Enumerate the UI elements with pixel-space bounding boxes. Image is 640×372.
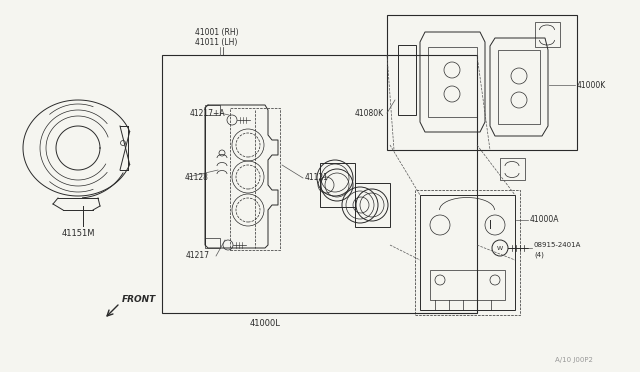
Bar — [420, 195, 515, 310]
Bar — [430, 270, 505, 300]
Text: 41000L: 41000L — [250, 318, 280, 327]
Bar — [162, 55, 477, 313]
Text: 41001 (RH): 41001 (RH) — [195, 28, 239, 36]
Text: 41217+A: 41217+A — [190, 109, 226, 118]
Text: 08915-2401A: 08915-2401A — [534, 242, 581, 248]
Bar — [230, 108, 280, 250]
Text: 41151M: 41151M — [61, 228, 95, 237]
Text: 41080K: 41080K — [355, 109, 384, 118]
Bar — [398, 45, 416, 115]
Bar — [415, 190, 520, 315]
Text: 41000K: 41000K — [577, 80, 606, 90]
Text: 41121: 41121 — [305, 173, 329, 183]
Text: (4): (4) — [534, 252, 544, 258]
Text: 41000A: 41000A — [530, 215, 559, 224]
Text: FRONT: FRONT — [122, 295, 156, 305]
Bar — [387, 15, 577, 150]
Text: A/10 J00P2: A/10 J00P2 — [555, 357, 593, 363]
Text: 41217: 41217 — [186, 251, 210, 260]
Text: 41011 (LH): 41011 (LH) — [195, 38, 237, 46]
Text: 41128: 41128 — [185, 173, 209, 182]
Text: W: W — [497, 246, 503, 250]
